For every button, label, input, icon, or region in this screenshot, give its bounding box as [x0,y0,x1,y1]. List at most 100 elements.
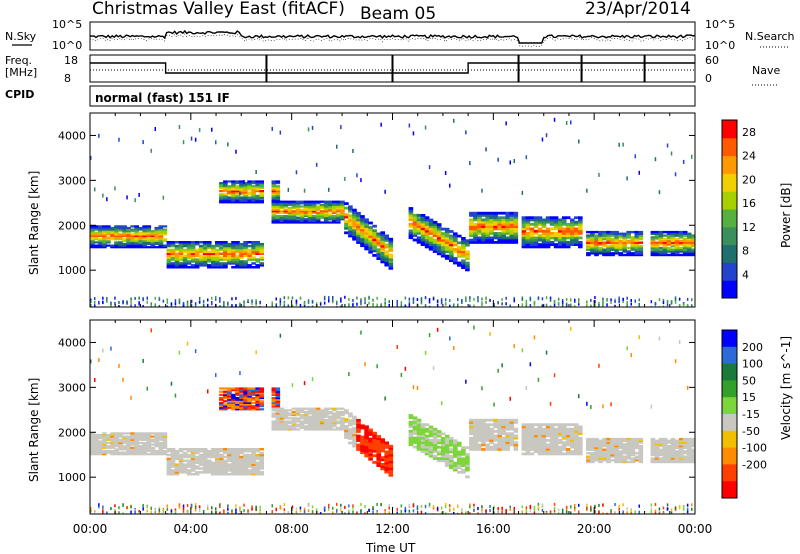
echo-cell [372,229,377,233]
echo-cell [505,211,510,215]
echo-cell [142,226,147,230]
echo-cell [190,451,196,455]
echo-cell [311,207,317,210]
noise-cell [348,511,350,514]
echo-cell [638,446,644,450]
echo-cell [231,398,236,401]
echo-cell [146,246,152,249]
echo-cell [303,208,309,211]
echo-cell [380,238,385,241]
echo-cell [251,246,256,250]
echo-cell [658,253,664,257]
echo-cell [352,235,357,239]
echo-cell [231,246,236,250]
echo-cell [360,449,365,452]
echo-cell [360,424,365,428]
echo-cell [638,444,644,448]
echo-cell [428,220,434,224]
echo-cell [271,205,277,208]
echo-cell [509,423,515,427]
echo-cell [239,201,244,204]
echo-cell [194,449,200,453]
echo-cell [247,448,252,451]
noise-cell [90,303,92,307]
echo-cell [509,432,515,436]
echo-cell [606,444,611,448]
echo-cell [102,228,107,231]
echo-cell [235,390,240,393]
panel-frame [89,319,696,515]
echo-cell [215,262,220,265]
echo-cell [477,436,482,440]
echo-cell [505,423,510,427]
echo-cell [626,455,631,458]
echo-cell [247,183,252,186]
echo-cell [352,435,357,439]
scatter-cell [271,126,273,131]
echo-cell [166,461,172,464]
echo-cell [243,183,248,186]
echo-cell [311,409,317,412]
echo-cell [372,254,377,257]
noise-cell [126,301,128,305]
echo-cell [235,242,240,246]
echo-cell [658,237,664,241]
noise-cell [146,300,148,304]
echo-cell [235,453,240,457]
echo-cell [190,264,196,267]
echo-cell [424,243,430,246]
echo-cell [247,188,252,191]
echo-cell [231,473,236,476]
noise-cell [473,506,475,510]
echo-cell [271,428,277,431]
echo-cell [606,457,611,460]
echo-cell [388,451,394,455]
echo-cell [122,453,127,456]
echo-cell [231,406,236,409]
echo-cell [243,252,248,255]
echo-cell [376,232,381,236]
echo-cell [388,249,394,252]
echo-cell [106,244,111,247]
echo-cell [190,449,196,453]
echo-cell [251,191,256,194]
echo-cell [90,236,95,239]
echo-cell [424,427,430,431]
echo-cell [497,448,502,451]
echo-cell [686,241,692,244]
echo-cell [497,218,502,222]
echo-cell [513,232,519,235]
noise-cell [336,502,338,506]
noise-cell [565,505,568,509]
echo-cell [537,218,543,222]
noise-cell [283,304,286,307]
scatter-cell [622,142,624,147]
noise-cell [251,301,253,305]
echo-cell [493,227,498,231]
echo-cell [94,244,99,247]
echo-cell [319,210,325,213]
echo-cell [654,453,660,457]
echo-cell [553,238,559,242]
echo-cell [336,210,341,213]
echo-cell [259,199,264,202]
echo-cell [243,248,248,252]
echo-cell [513,211,519,215]
echo-cell [215,241,220,244]
echo-cell [190,461,196,464]
noise-cell [481,301,483,305]
echo-cell [356,241,361,244]
echo-cell [142,242,147,246]
noise-cell [533,301,536,305]
noise-cell [158,510,161,514]
echo-cell [489,216,494,220]
echo-cell [235,473,240,476]
echo-cell [654,246,660,250]
echo-cell [408,218,414,222]
echo-cell [440,250,446,253]
echo-cell [223,467,228,470]
echo-cell [388,462,394,466]
echo-cell [243,455,248,459]
echo-cell [654,236,660,239]
echo-cell [247,455,252,459]
